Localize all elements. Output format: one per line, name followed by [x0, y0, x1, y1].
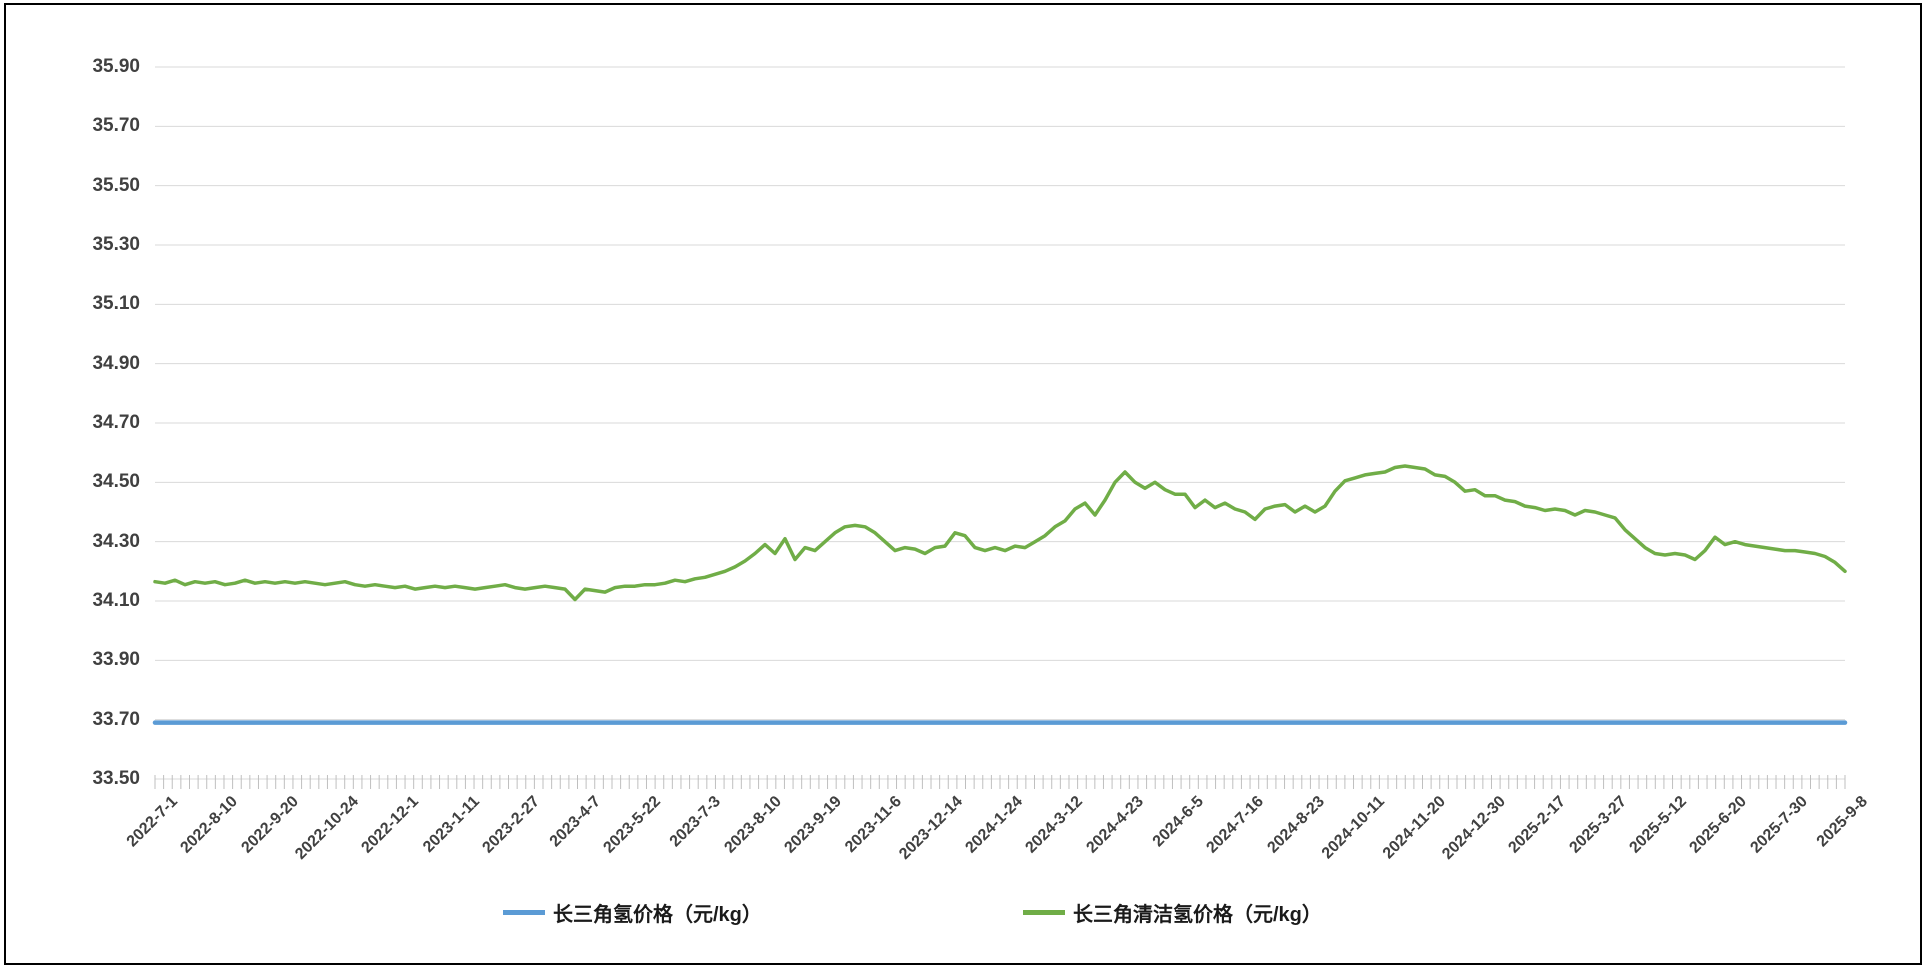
y-tick-label: 34.50 — [92, 471, 140, 493]
legend-label-clean-hydrogen-price: 长三角清洁氢价格（元/kg） — [1073, 903, 1322, 926]
y-tick-label: 33.70 — [92, 708, 140, 730]
y-tick-label: 34.90 — [92, 352, 140, 374]
legend-line-swatch-blue — [503, 909, 545, 915]
legend-line-swatch-green — [1023, 909, 1065, 915]
y-tick-label: 35.50 — [92, 174, 140, 196]
legend: 长三角氢价格（元/kg） 长三角清洁氢价格（元/kg） — [0, 896, 1926, 928]
legend-item-clean-hydrogen-price: 长三角清洁氢价格（元/kg） — [1023, 896, 1322, 928]
y-tick-label: 35.30 — [92, 234, 140, 255]
y-tick-label: 35.70 — [92, 115, 140, 137]
y-tick-label: 34.10 — [92, 590, 140, 611]
y-tick-label: 35.90 — [92, 56, 140, 77]
legend-item-hydrogen-price: 长三角氢价格（元/kg） — [503, 896, 762, 928]
legend-label-hydrogen-price: 长三角氢价格（元/kg） — [553, 903, 762, 926]
y-tick-label: 33.50 — [92, 768, 140, 789]
series-line-1 — [153, 464, 1847, 602]
y-tick-label: 34.70 — [92, 412, 140, 433]
y-tick-label: 33.90 — [92, 649, 140, 671]
y-tick-label: 35.10 — [92, 293, 140, 315]
y-tick-label: 34.30 — [92, 530, 140, 552]
